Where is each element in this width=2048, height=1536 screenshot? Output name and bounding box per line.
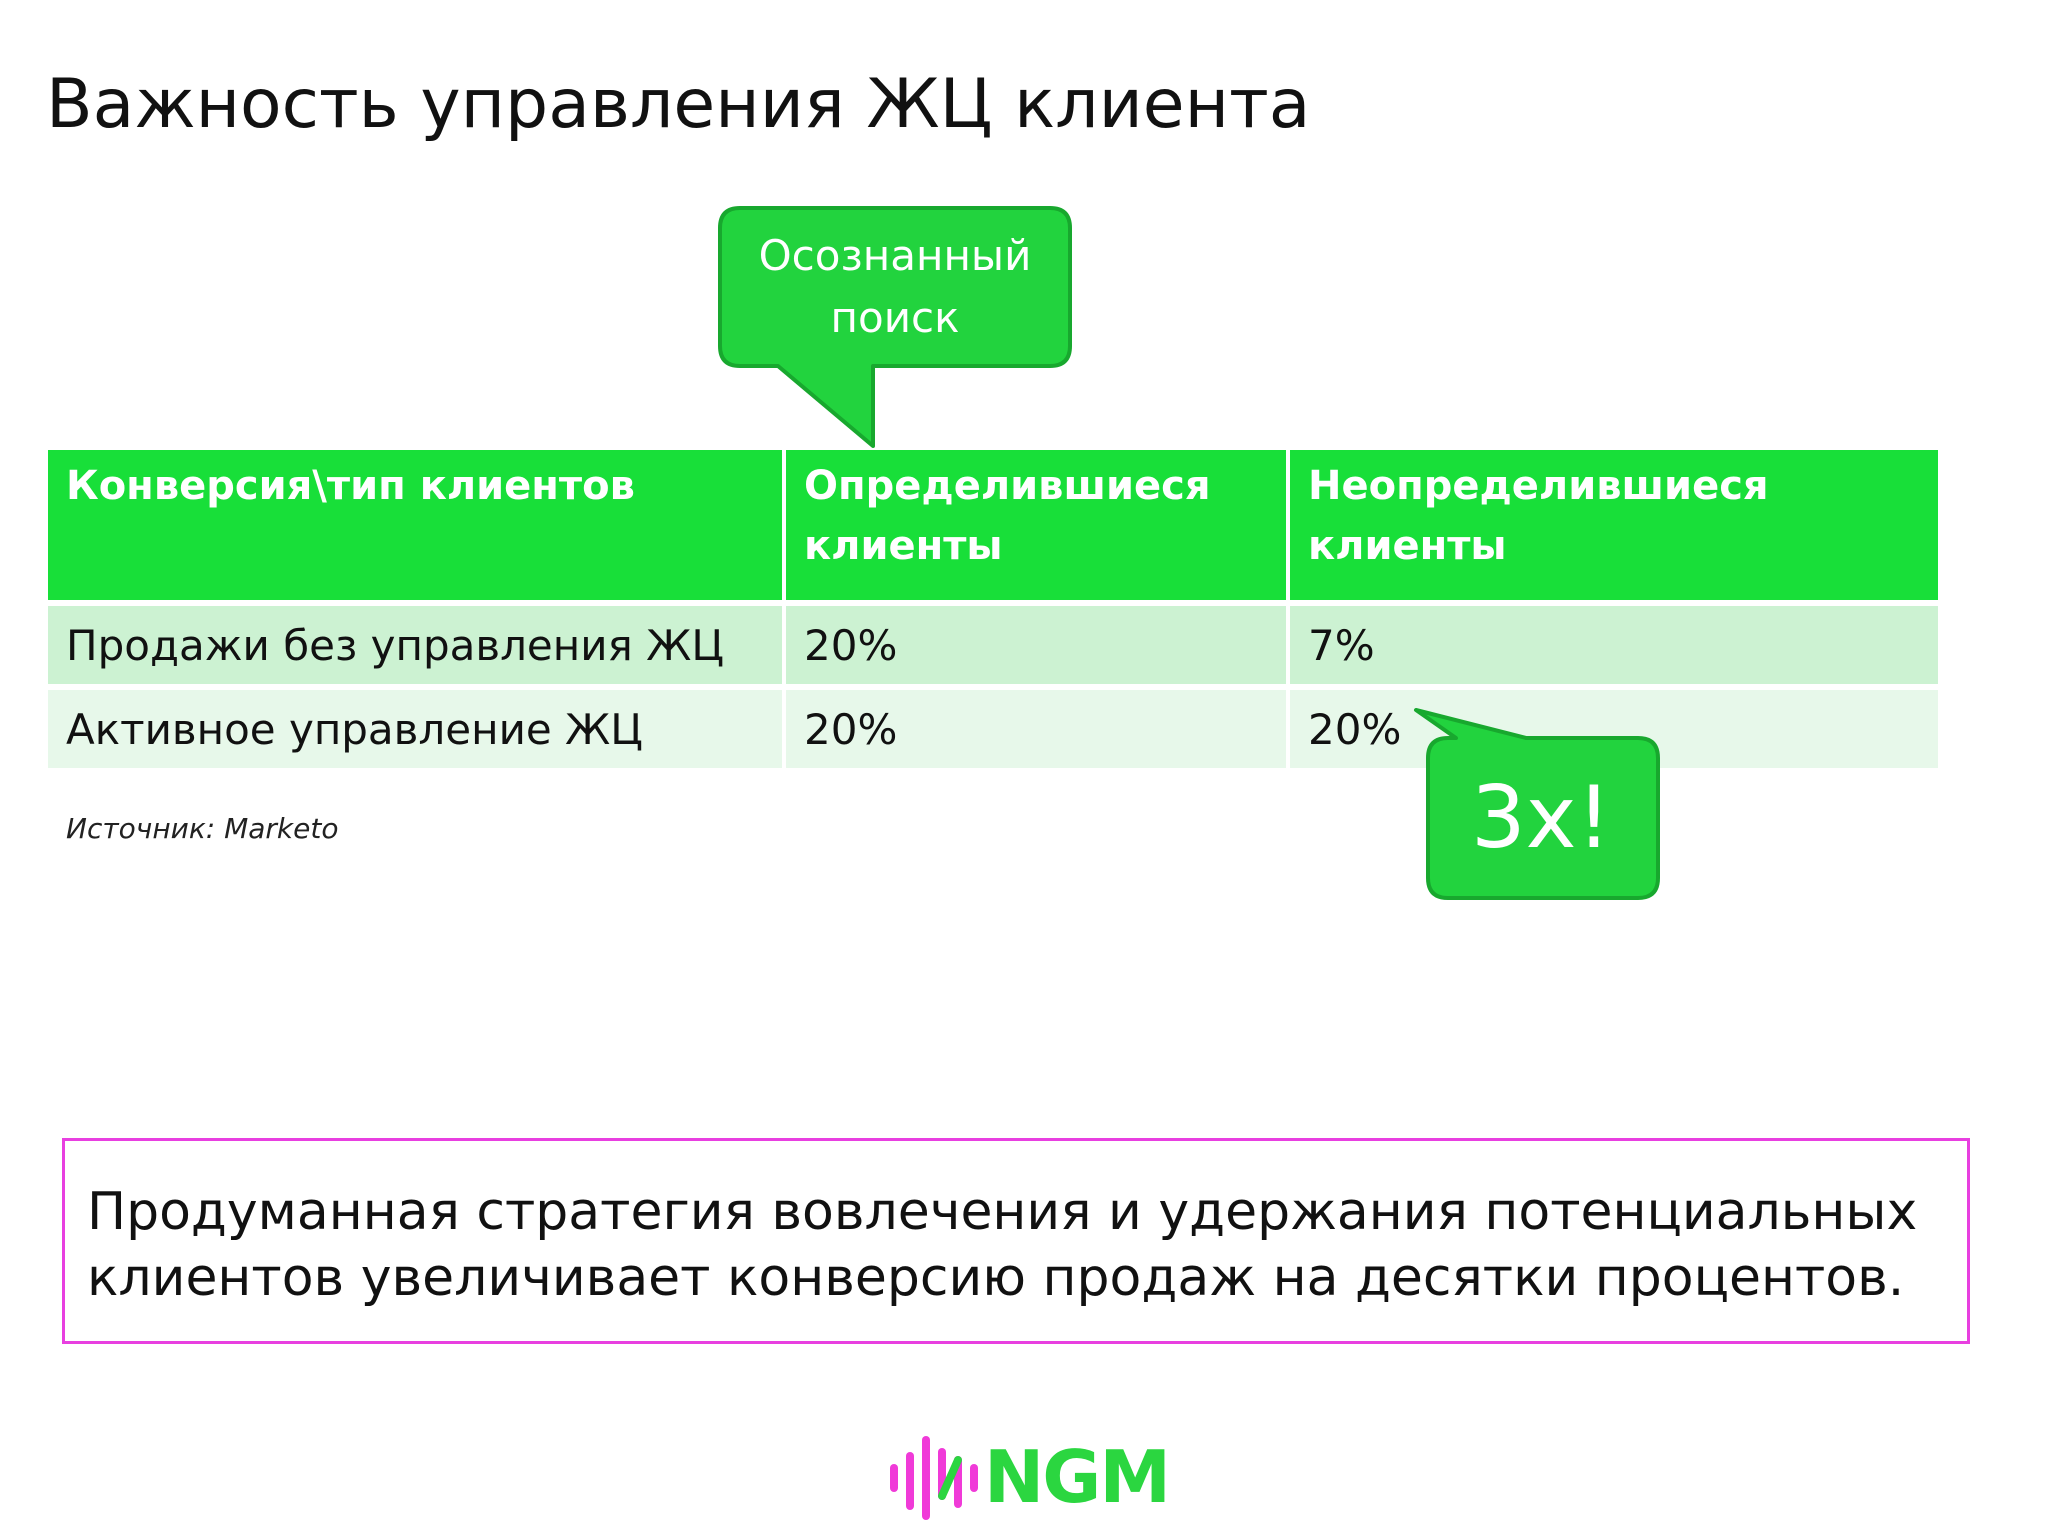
slide-title: Важность управления ЖЦ клиента (46, 65, 1311, 144)
callout-text: Осознанный поиск (718, 206, 1072, 368)
row-label: Активное управление ЖЦ (48, 690, 782, 768)
table-row: Активное управление ЖЦ 20% 20% (48, 690, 1938, 768)
conversion-table: Конверсия\тип клиентов Определившиеся кл… (44, 444, 1942, 774)
sound-wave-logo-icon (890, 1436, 978, 1520)
header-conversion-type: Конверсия\тип клиентов (48, 450, 782, 600)
table-row: Продажи без управления ЖЦ 20% 7% (48, 606, 1938, 684)
table-header-row: Конверсия\тип клиентов Определившиеся кл… (48, 450, 1938, 600)
logo-text: NGM (984, 1435, 1171, 1519)
header-cell-line: Конверсия\тип клиентов (66, 463, 635, 509)
callout-3x-text: 3x! (1470, 768, 1612, 868)
header-cell-line: Определившиеся (804, 463, 1211, 509)
callout-3x-shape (1414, 708, 1660, 900)
callout-conscious-search: Осознанный поиск (718, 206, 1072, 448)
callout-line-2: поиск (830, 293, 960, 342)
header-defined-clients: Определившиеся клиенты (786, 450, 1286, 600)
header-undefined-clients: Неопределившиеся клиенты (1290, 450, 1938, 600)
header-cell-line: Неопределившиеся (1308, 463, 1769, 509)
callout-3x: 3x! (1414, 700, 1666, 900)
callout-bubble-shape (718, 206, 1072, 448)
header-cell-line: клиенты (804, 523, 1003, 569)
cell-defined: 20% (786, 606, 1286, 684)
header-cell-line: клиенты (1308, 523, 1507, 569)
summary-line-1: Продуманная стратегия вовлечения и удерж… (87, 1182, 1918, 1242)
row-label: Продажи без управления ЖЦ (48, 606, 782, 684)
cell-defined: 20% (786, 690, 1286, 768)
cell-undefined: 7% (1290, 606, 1938, 684)
source-note: Источник: Marketo (66, 812, 339, 845)
ngm-logo: NGM (886, 1432, 1171, 1522)
summary-box: Продуманная стратегия вовлечения и удерж… (62, 1138, 1970, 1344)
summary-line-2: клиентов увеличивает конверсию продаж на… (87, 1248, 1905, 1308)
callout-line-1: Осознанный (758, 231, 1032, 280)
